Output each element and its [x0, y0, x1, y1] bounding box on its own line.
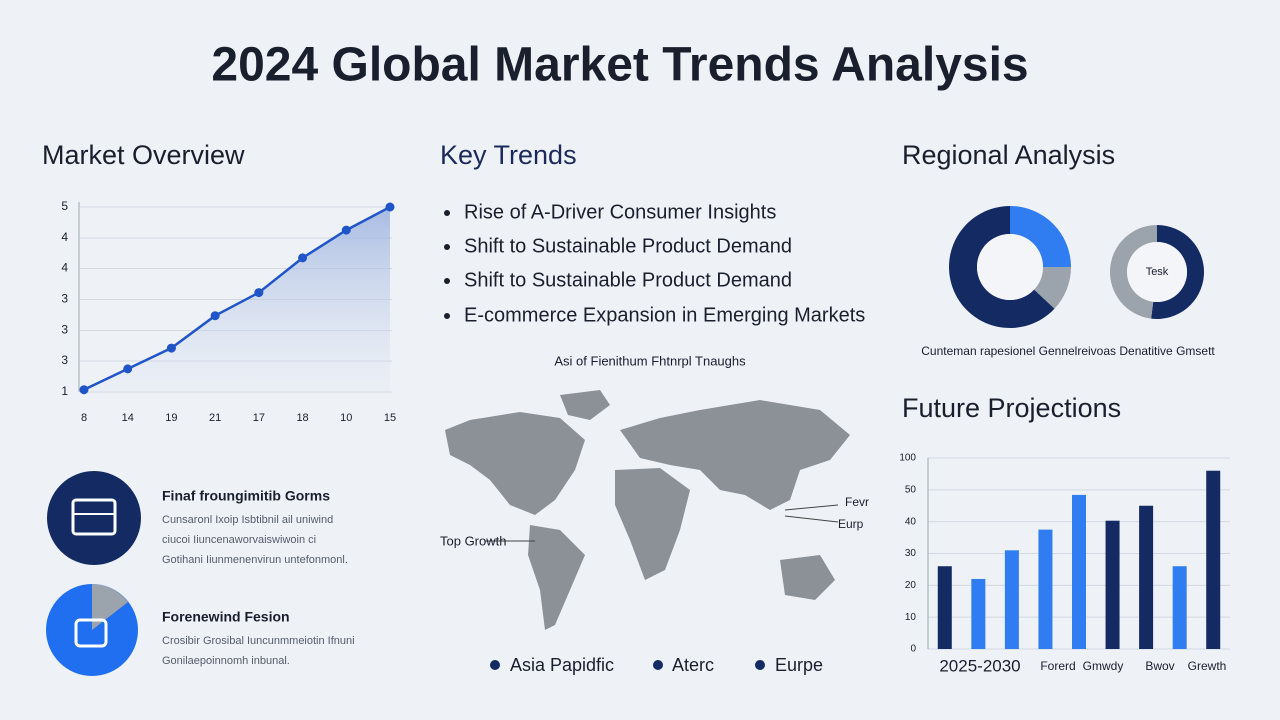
donut-slice — [1010, 206, 1071, 267]
point — [79, 385, 89, 395]
point — [166, 343, 176, 353]
card-text: Gotihani Iiunmenenvirun untefonmonl. — [162, 554, 348, 566]
point — [123, 364, 133, 374]
legend-label: Eurpe — [775, 655, 823, 675]
y-tick-label: 30 — [905, 548, 917, 559]
trend-item: Rise of A-Driver Consumer Insights — [464, 201, 776, 223]
line — [83, 205, 391, 391]
area — [84, 207, 390, 392]
trend-list: Rise of A-Driver Consumer Insights Shift… — [444, 201, 865, 326]
donut-hole — [1127, 242, 1187, 302]
x-tick-label: 19 — [165, 412, 177, 424]
y-tick-label: 4 — [61, 230, 68, 244]
trend-item: Shift to Sustainable Product Demand — [464, 235, 792, 257]
map-label: Eurp — [838, 517, 864, 531]
card: Forenewind Fesion Crosibir Grosibal Iunc… — [46, 584, 355, 676]
y-tick-label: 10 — [905, 612, 917, 623]
icon-glyph — [71, 498, 117, 536]
legend-dot — [490, 660, 500, 670]
point — [385, 202, 395, 212]
x-tick-label: 10 — [340, 412, 352, 424]
card: Finaf froungimitib Gorms Cunsaronl Ixoip… — [47, 471, 348, 566]
bullet — [444, 313, 450, 319]
y-tick-label: 100 — [899, 453, 916, 464]
card-title: Forenewind Fesion — [162, 609, 290, 625]
map-label: Top Growth — [440, 533, 506, 548]
card-text: Gonilaepoinnomh inbunal. — [162, 655, 290, 667]
section-title: Regional Analysis — [902, 140, 1115, 170]
page-title: 2024 Global Market Trends Analysis — [211, 39, 1028, 92]
legend-dot — [755, 660, 765, 670]
donut-slice — [1110, 225, 1157, 319]
donut-hole — [977, 234, 1043, 300]
y-tick-label: 4 — [61, 261, 68, 275]
x-axis-label: 2025-2030 — [939, 656, 1020, 675]
bar — [1004, 550, 1019, 649]
x-tick-label: 21 — [209, 412, 221, 424]
point — [298, 253, 308, 263]
bar — [1072, 494, 1086, 649]
bullet — [444, 244, 450, 250]
donut-slice — [1151, 225, 1204, 319]
section-title: Market Overview — [42, 140, 245, 170]
y-tick-label: 3 — [61, 292, 68, 306]
legend-label: Asia Papidfic — [510, 655, 614, 675]
section-title: Future Projections — [902, 393, 1121, 423]
y-tick-label: 5 — [61, 199, 68, 213]
y-tick-label: 0 — [910, 644, 916, 655]
point — [254, 288, 264, 298]
y-tick-label: 3 — [61, 323, 68, 337]
trend-item: E-commerce Expansion in Emerging Markets — [464, 304, 865, 326]
legend-dot — [653, 660, 663, 670]
map-pointer — [784, 504, 839, 511]
y-tick-label: 1 — [61, 384, 68, 398]
map-caption: Asi of Fienithum Fhtnrpl Tnaughs — [554, 353, 746, 368]
center-label: Tesk — [1146, 266, 1169, 278]
bar — [937, 566, 952, 649]
x-tick-label: 18 — [296, 412, 308, 424]
legend-label: Aterc — [672, 655, 714, 675]
donut-slice — [1034, 267, 1071, 309]
bullet — [444, 278, 450, 284]
bar — [1206, 470, 1221, 649]
map-pointer — [784, 515, 839, 523]
x-axis-label: Bwov — [1145, 659, 1174, 673]
icon-glyph — [74, 618, 108, 648]
y-tick-label: 20 — [905, 580, 917, 591]
x-axis-label: Forerd — [1040, 659, 1075, 673]
bar — [1172, 566, 1187, 649]
map-label: Fevr — [845, 495, 869, 509]
trend-item: Shift to Sustainable Product Demand — [464, 269, 792, 291]
y-tick-label: 50 — [905, 484, 917, 495]
section-title: Key Trends — [440, 140, 577, 170]
x-tick-label: 14 — [122, 412, 134, 424]
x-axis-label: Grewth — [1188, 659, 1227, 673]
x-axis-label: Gmwdy — [1083, 659, 1124, 673]
card-text: Cunsaronl Ixoip Isbtibnil ail uniwind — [162, 514, 333, 526]
map-legend: Asia Papidfic Aterc Eurpe — [490, 655, 823, 675]
point — [210, 311, 220, 321]
bar — [1105, 520, 1120, 649]
y-tick-label: 3 — [61, 353, 68, 367]
bar — [1139, 505, 1154, 649]
x-tick-label: 15 — [384, 412, 396, 424]
card-text: ciucoi Iiuncenaworvaiswiwoin ci — [162, 534, 316, 546]
bar — [971, 578, 986, 649]
x-tick-label: 8 — [81, 412, 87, 424]
x-tick-label: 17 — [253, 412, 265, 424]
chart-caption: Cunteman rapesionel Gennelreivoas Denati… — [921, 344, 1215, 358]
y-tick-label: 40 — [905, 516, 917, 527]
card-title: Finaf froungimitib Gorms — [162, 488, 330, 504]
bullet — [444, 210, 450, 216]
world-map — [445, 390, 850, 630]
card-text: Crosibir Grosibal Iuncunmmeiotin Ifnuni — [162, 635, 355, 647]
bar — [1038, 529, 1053, 649]
card-icon — [47, 471, 141, 565]
donut-slice — [948, 205, 1055, 328]
point — [341, 225, 351, 235]
